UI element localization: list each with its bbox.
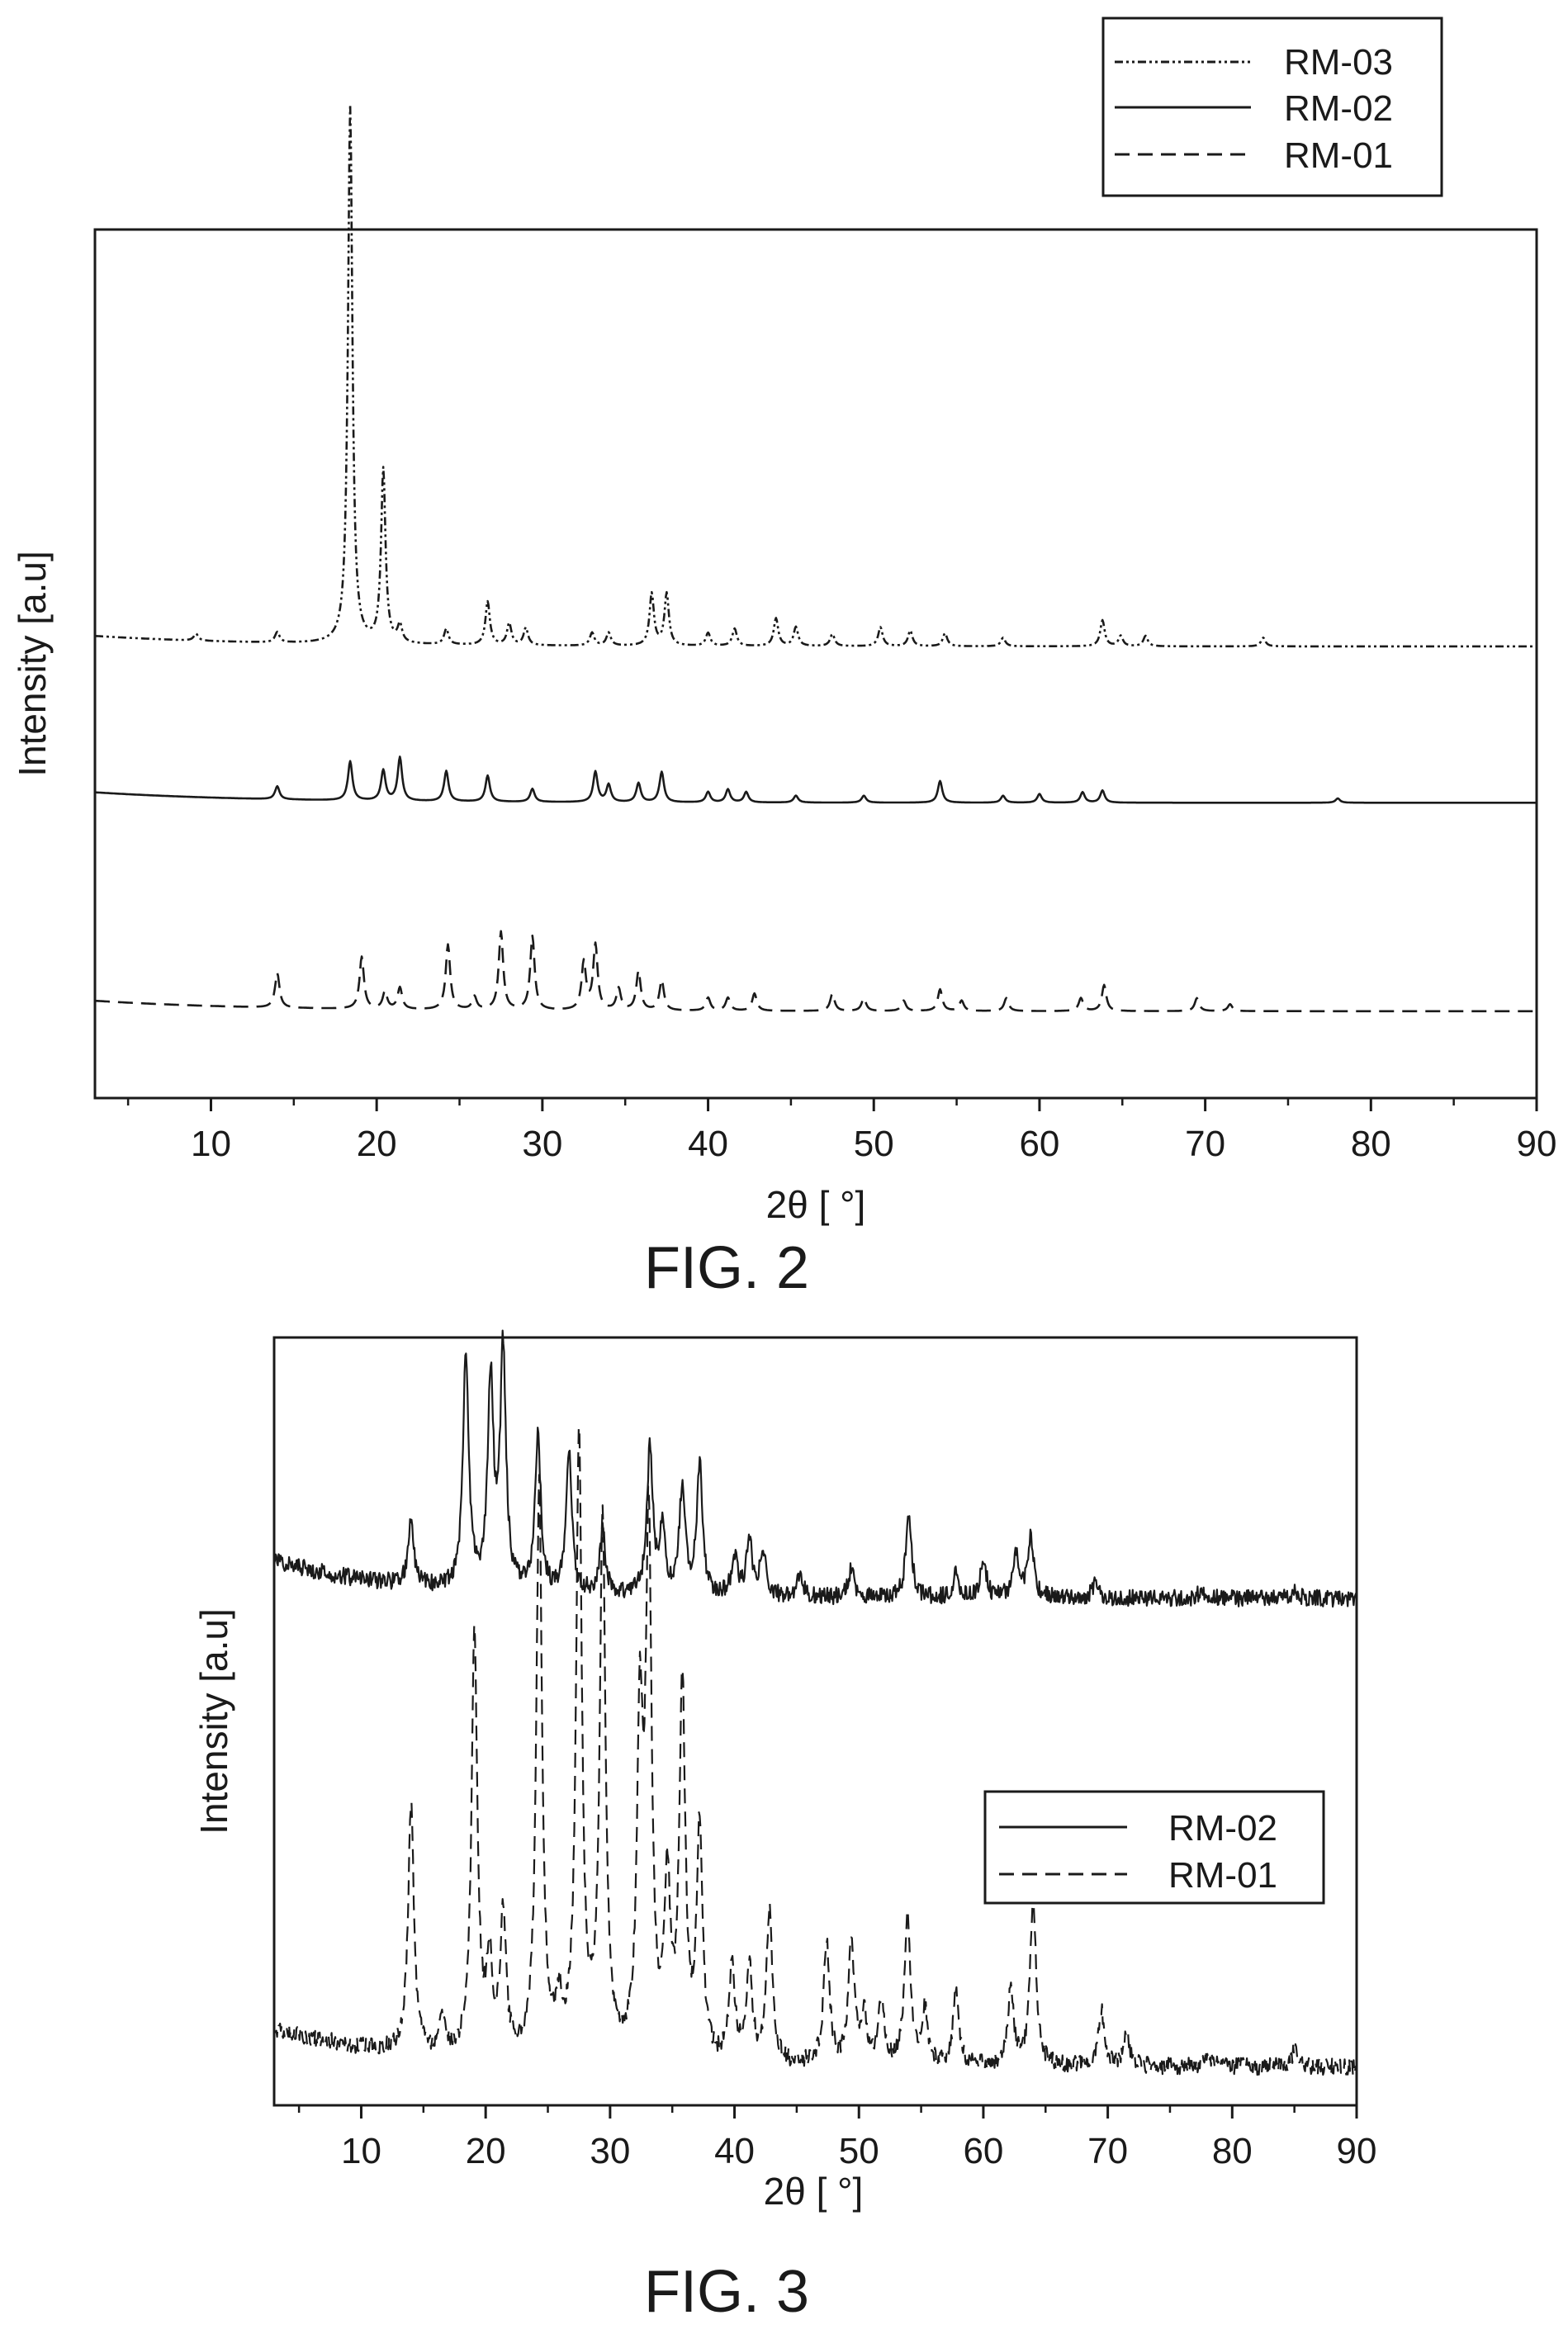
fig3-x-tick-label: 80 xyxy=(1212,2131,1253,2171)
fig2-x-tick-label: 60 xyxy=(1019,1124,1059,1164)
fig2-x-tick-label: 50 xyxy=(854,1124,894,1164)
fig2-caption: FIG. 2 xyxy=(644,1235,809,1301)
fig3-series-rm-02 xyxy=(272,1329,1358,1608)
fig2-axes-frame xyxy=(93,228,1538,1100)
fig2-y-axis-label: Intensity [a.u] xyxy=(11,551,54,777)
fig3-series-rm-01 xyxy=(273,1426,1358,2076)
fig3-x-tick-label: 50 xyxy=(839,2131,879,2171)
fig3-x-tick-label: 20 xyxy=(466,2131,506,2171)
fig2-series-rm-03 xyxy=(94,103,1537,648)
fig3-plot-area xyxy=(272,1329,1358,2076)
fig2-x-tick-label: 20 xyxy=(357,1124,397,1164)
fig2-x-axis-label: 2θ [ °] xyxy=(766,1183,866,1226)
fig2-plot-area xyxy=(94,103,1537,1013)
fig3-x-axis-label: 2θ [ °] xyxy=(764,2170,864,2213)
fig3-legend-box xyxy=(983,1790,1325,1905)
fig2-legend-label-rm01: RM-01 xyxy=(1284,135,1393,176)
fig3-x-axis: 10 20 30 40 50 60 70 80 90 xyxy=(297,2105,1377,2171)
fig3-caption: FIG. 3 xyxy=(644,2259,809,2325)
fig3-legend-label-rm02: RM-02 xyxy=(1168,1808,1277,1849)
fig2-x-tick-label: 30 xyxy=(522,1124,562,1164)
fig2-chart: RM-03 RM-02 RM-01 10 20 30 40 50 60 70 80 90 2θ … xyxy=(11,17,1557,1301)
fig2-series-rm-02 xyxy=(94,755,1537,804)
fig3-y-axis-label: Intensity [a.u] xyxy=(192,1608,235,1835)
fig2-legend-label-rm03: RM-03 xyxy=(1284,42,1393,83)
fig2-x-tick-label: 70 xyxy=(1185,1124,1225,1164)
fig2-x-tick-label: 40 xyxy=(688,1124,728,1164)
fig2-legend-label-rm02: RM-02 xyxy=(1284,88,1393,129)
fig2-x-axis: 10 20 30 40 50 60 70 80 90 xyxy=(126,1098,1557,1164)
fig2-x-tick-label: 90 xyxy=(1517,1124,1557,1164)
fig3-x-tick-label: 40 xyxy=(714,2131,755,2171)
fig3-chart: RM-02 RM-01 10 20 30 40 50 60 70 80 90 2θ [ °] I… xyxy=(192,1329,1377,2325)
fig3-x-tick-label: 90 xyxy=(1337,2131,1377,2171)
fig3-legend: RM-02 RM-01 xyxy=(983,1790,1325,1905)
fig2-x-tick-label: 10 xyxy=(191,1124,231,1164)
fig2-x-tick-label: 80 xyxy=(1351,1124,1391,1164)
fig3-x-tick-label: 30 xyxy=(590,2131,630,2171)
fig2-series-rm-01 xyxy=(94,930,1537,1013)
fig3-x-tick-label: 70 xyxy=(1087,2131,1128,2171)
fig3-axes-frame xyxy=(272,1336,1358,2107)
fig3-x-tick-label: 10 xyxy=(341,2131,381,2171)
fig3-x-tick-label: 60 xyxy=(963,2131,1003,2171)
fig2-legend: RM-03 RM-02 RM-01 xyxy=(1101,17,1443,197)
fig3-legend-label-rm01: RM-01 xyxy=(1168,1855,1277,1896)
